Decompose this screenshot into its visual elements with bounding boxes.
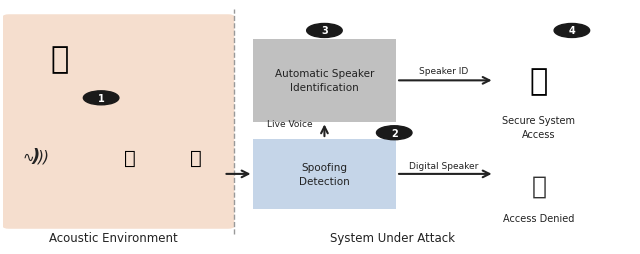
Circle shape — [376, 126, 412, 140]
Text: 2: 2 — [391, 128, 397, 138]
Text: 4: 4 — [568, 26, 575, 36]
Circle shape — [83, 91, 119, 105]
Text: 1: 1 — [98, 93, 104, 103]
FancyBboxPatch shape — [253, 139, 396, 209]
Circle shape — [307, 24, 342, 38]
Text: System Under Attack: System Under Attack — [330, 231, 456, 244]
Text: Digital Speaker: Digital Speaker — [409, 162, 479, 170]
Circle shape — [554, 24, 589, 38]
Text: ✋: ✋ — [531, 173, 547, 197]
Text: ): ) — [31, 148, 40, 166]
Text: Automatic Speaker
Identification: Automatic Speaker Identification — [275, 69, 374, 93]
Text: 🔈: 🔈 — [124, 149, 136, 168]
Text: 3: 3 — [321, 26, 328, 36]
Text: ∿: ∿ — [22, 150, 34, 164]
FancyBboxPatch shape — [253, 40, 396, 122]
Text: 🕵: 🕵 — [51, 45, 69, 74]
Text: Live Voice: Live Voice — [267, 119, 312, 128]
Text: 🎤: 🎤 — [191, 149, 202, 168]
Text: Spoofing
Detection: Spoofing Detection — [300, 162, 350, 186]
Text: Secure System
Access: Secure System Access — [502, 116, 575, 140]
Text: 🏛: 🏛 — [530, 67, 548, 96]
Text: )): )) — [38, 149, 50, 164]
Text: Speaker ID: Speaker ID — [419, 67, 468, 76]
Text: Access Denied: Access Denied — [503, 213, 575, 223]
Text: Acoustic Environment: Acoustic Environment — [49, 231, 178, 244]
FancyBboxPatch shape — [3, 15, 234, 229]
